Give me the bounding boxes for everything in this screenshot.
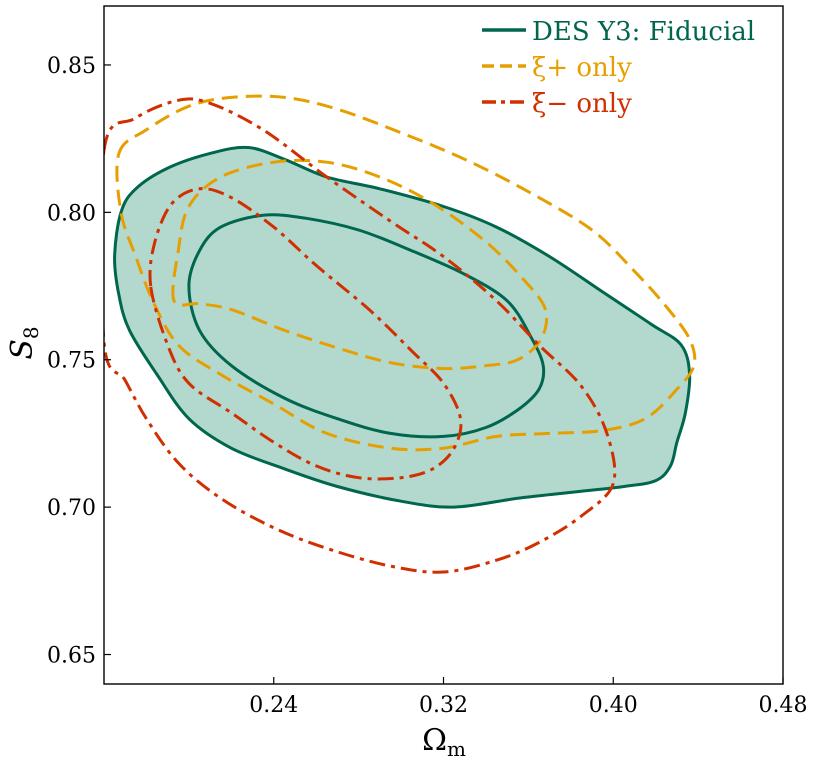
contour-line-0-68pct: [187, 213, 546, 439]
legend: DES Y3: Fiducial ξ+ only ξ− only: [482, 17, 755, 119]
legend-label: ξ− only: [532, 89, 632, 119]
contour-line-1-68pct: [171, 158, 549, 371]
x-tick-label: 0.48: [759, 693, 808, 718]
legend-label: DES Y3: Fiducial: [532, 17, 755, 47]
contour-line-2-95pct: [104, 97, 617, 574]
y-tick-label: 0.85: [47, 54, 96, 79]
x-tick-label: 0.40: [589, 693, 638, 718]
y-tick-label: 0.65: [47, 644, 96, 669]
contour-line-2-68pct: [148, 187, 463, 481]
y-tick-label: 0.75: [47, 349, 96, 374]
contour-line-0-95pct: [113, 145, 692, 509]
x-tick-label: 0.24: [249, 693, 298, 718]
contours-layer: [104, 94, 697, 574]
y-tick-label: 0.70: [47, 496, 96, 521]
ticks-layer: 0.24 0.32 0.40 0.48 0.65 0.70 0.75 0.80 0.85: [47, 54, 807, 718]
x-tick-label: 0.32: [419, 693, 468, 718]
y-axis-label-subscript: 8: [19, 326, 43, 339]
x-axis-label: Ωm: [422, 723, 466, 761]
y-axis-label: S8: [5, 326, 43, 359]
contour-line-1-95pct: [115, 94, 697, 452]
y-tick-label: 0.80: [47, 201, 96, 226]
legend-label: ξ+ only: [532, 53, 632, 83]
x-axis-label-subscript: m: [447, 737, 466, 761]
